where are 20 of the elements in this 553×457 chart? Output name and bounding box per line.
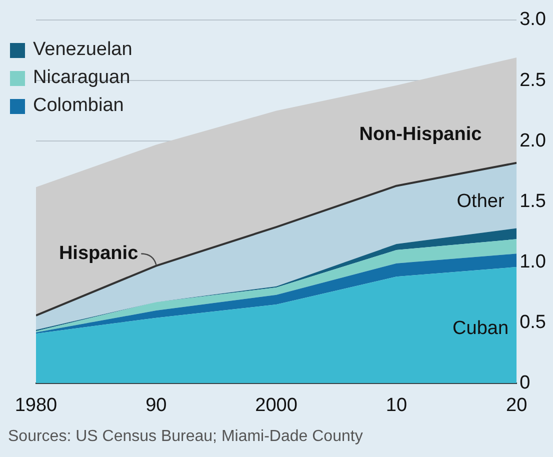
- source-note: Sources: US Census Bureau; Miami-Dade County: [8, 428, 363, 446]
- x-tick-label: 10: [386, 394, 408, 416]
- annotation: Other: [456, 190, 505, 212]
- y-tick-label: 2.5: [520, 70, 546, 91]
- legend-label: Colombian: [33, 95, 124, 117]
- y-tick-label: 0.5: [520, 312, 546, 333]
- y-tick-label: 3.0: [520, 9, 546, 30]
- annotation: Hispanic: [58, 243, 139, 264]
- x-tick-label: 1980: [14, 394, 58, 416]
- y-tick-label: 0: [520, 372, 530, 394]
- y-tick-label: 1.5: [520, 190, 546, 212]
- annotation: Non-Hispanic: [359, 124, 482, 146]
- annotation: Cuban: [452, 318, 509, 339]
- legend-label: Venezuelan: [33, 39, 132, 61]
- y-tick-label: 1.0: [520, 251, 546, 272]
- legend-label: Nicaraguan: [33, 67, 130, 89]
- x-tick-label: 2000: [255, 394, 298, 416]
- y-tick-label: 2.0: [520, 130, 546, 152]
- x-tick-label: 20: [506, 394, 528, 416]
- x-tick-label: 90: [146, 394, 167, 416]
